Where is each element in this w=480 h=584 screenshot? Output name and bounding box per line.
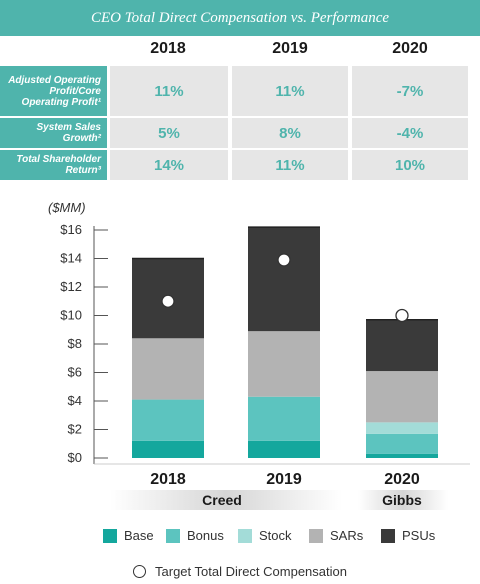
legend-item-base: Base bbox=[103, 528, 154, 543]
target-compensation-marker bbox=[161, 294, 175, 308]
y-tick-label: $4 bbox=[68, 393, 82, 408]
legend-swatch bbox=[166, 528, 180, 543]
performance-value-cell: 8% bbox=[232, 118, 348, 148]
legend-item-stock: Stock bbox=[238, 528, 292, 543]
performance-row-label: System Sales Growth² bbox=[0, 118, 107, 148]
performance-value-cell: 5% bbox=[110, 118, 228, 148]
target-legend-label: Target Total Direct Compensation bbox=[155, 564, 347, 579]
bar-segment-bonus bbox=[366, 433, 438, 454]
bar-segment-psus bbox=[248, 227, 320, 332]
chart-banner-title: CEO Total Direct Compensation vs. Perfor… bbox=[0, 0, 480, 36]
compensation-chart: ($MM) $0 $2 $4 $6 $8 $10 $12 $14 $16 2018 2019 2020 C… bbox=[48, 200, 470, 510]
bar-segment-sars bbox=[132, 338, 204, 400]
legend-swatch bbox=[381, 528, 395, 543]
target-legend-item: Target Total Direct Compensation bbox=[0, 564, 480, 579]
bar-segment-sars bbox=[248, 331, 320, 397]
bar-segment-sars bbox=[366, 371, 438, 423]
bar-segment-bonus bbox=[248, 396, 320, 441]
legend-item-sars: SARs bbox=[309, 528, 363, 543]
bar-segment-bonus bbox=[132, 399, 204, 441]
performance-value-cell: 11% bbox=[232, 66, 348, 116]
y-axis-unit-label: ($MM) bbox=[48, 200, 86, 215]
x-tick-label: 2019 bbox=[266, 471, 302, 488]
legend-label: Stock bbox=[259, 528, 292, 543]
legend-swatch bbox=[309, 528, 323, 543]
legend-label: SARs bbox=[330, 528, 364, 543]
year-header-2019: 2019 bbox=[272, 40, 308, 57]
year-header-2018: 2018 bbox=[150, 40, 186, 57]
target-compensation-marker bbox=[395, 308, 409, 323]
legend-item-psus: PSUs bbox=[381, 528, 435, 543]
legend-label: Base bbox=[124, 528, 154, 543]
bar-segment-base bbox=[366, 453, 438, 458]
performance-value-cell: -7% bbox=[352, 66, 468, 116]
y-tick-label: $14 bbox=[60, 251, 82, 266]
ceo-group-label: Gibbs bbox=[382, 492, 422, 508]
y-tick-label: $16 bbox=[60, 222, 82, 237]
bar-segment-base bbox=[132, 440, 204, 458]
performance-value-cell: -4% bbox=[352, 118, 468, 148]
legend-swatch bbox=[103, 528, 117, 543]
ceo-group-band bbox=[358, 490, 448, 510]
performance-row-label: Adjusted Operating Profit/Core Operating… bbox=[0, 66, 107, 116]
target-compensation-marker bbox=[277, 253, 291, 267]
y-tick-label: $0 bbox=[68, 450, 82, 465]
y-tick-label: $8 bbox=[68, 336, 82, 351]
y-tick-label: $2 bbox=[68, 422, 82, 437]
legend-swatch bbox=[238, 528, 252, 543]
y-tick-label: $10 bbox=[60, 308, 82, 323]
target-circle-icon bbox=[133, 565, 147, 578]
bar-segment-base bbox=[248, 440, 320, 458]
performance-value-cell: 14% bbox=[110, 150, 228, 180]
x-tick-label: 2018 bbox=[150, 471, 186, 488]
bar-segment-stock bbox=[366, 422, 438, 434]
legend-label: PSUs bbox=[402, 528, 436, 543]
y-tick-label: $12 bbox=[60, 279, 82, 294]
chart-legend: Base Bonus Stock SARs PSUs bbox=[0, 520, 480, 550]
x-tick-label: 2020 bbox=[384, 471, 420, 488]
y-tick-label: $6 bbox=[68, 365, 82, 380]
ceo-group-band bbox=[110, 490, 342, 510]
performance-value-cell: 11% bbox=[232, 150, 348, 180]
bar-segment-psus bbox=[366, 319, 438, 372]
year-header-2020: 2020 bbox=[392, 40, 428, 57]
performance-value-cell: 11% bbox=[110, 66, 228, 116]
ceo-group-label: Creed bbox=[202, 492, 242, 508]
legend-label: Bonus bbox=[187, 528, 224, 543]
performance-row-label: Total Shareholder Return³ bbox=[0, 150, 107, 180]
legend-item-bonus: Bonus bbox=[166, 528, 224, 543]
performance-value-cell: 10% bbox=[352, 150, 468, 180]
